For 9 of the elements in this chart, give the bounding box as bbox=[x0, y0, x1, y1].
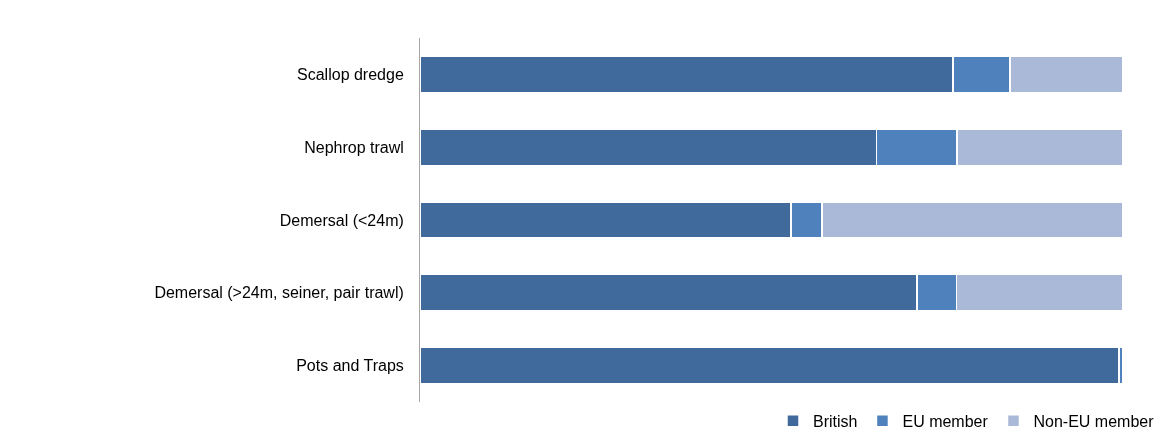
y-tick-label: Nephrop trawl bbox=[304, 138, 404, 156]
y-tick-label: Demersal (<24m) bbox=[279, 211, 404, 229]
bar bbox=[420, 346, 1120, 385]
y-tick-label: Demersal (>24m, seiner, pair trawl) bbox=[154, 284, 404, 302]
y-tick-label: Scallop dredge bbox=[297, 66, 404, 83]
y-tick-label: Pots and Traps bbox=[296, 357, 404, 375]
legend-label: EU member bbox=[902, 412, 989, 430]
legend-label: British bbox=[813, 412, 858, 430]
legend-label: Non-EU member bbox=[1033, 412, 1155, 430]
